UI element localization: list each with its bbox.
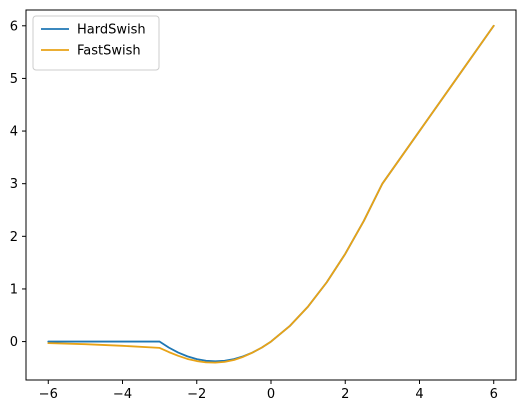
x-tick-label: 2: [341, 387, 349, 402]
y-tick-label: 5: [10, 72, 18, 87]
x-tick-label: −2: [187, 387, 206, 402]
y-tick-label: 1: [10, 282, 18, 297]
x-tick-label: 6: [490, 387, 498, 402]
x-tick-label: 4: [415, 387, 423, 402]
x-tick-label: 0: [267, 387, 275, 402]
series-layer: [47, 24, 495, 364]
y-tick-label: 6: [10, 19, 18, 34]
x-tick-label: −4: [113, 387, 132, 402]
x-tick-label: −6: [39, 387, 58, 402]
series-line-fastswish: [47, 24, 495, 364]
y-tick-label: 0: [10, 335, 18, 350]
y-tick-label: 4: [10, 125, 18, 140]
legend-label-fastswish: FastSwish: [77, 44, 141, 59]
y-tick-label: 3: [10, 177, 18, 192]
legend-label-hardswish: HardSwish: [77, 23, 146, 38]
axes-layer: −6 −4 −2 0 2 4 6 0 1 2 3 4 5 6: [10, 9, 517, 402]
y-tick-label: 2: [10, 230, 18, 245]
legend: HardSwish FastSwish: [32, 15, 160, 71]
